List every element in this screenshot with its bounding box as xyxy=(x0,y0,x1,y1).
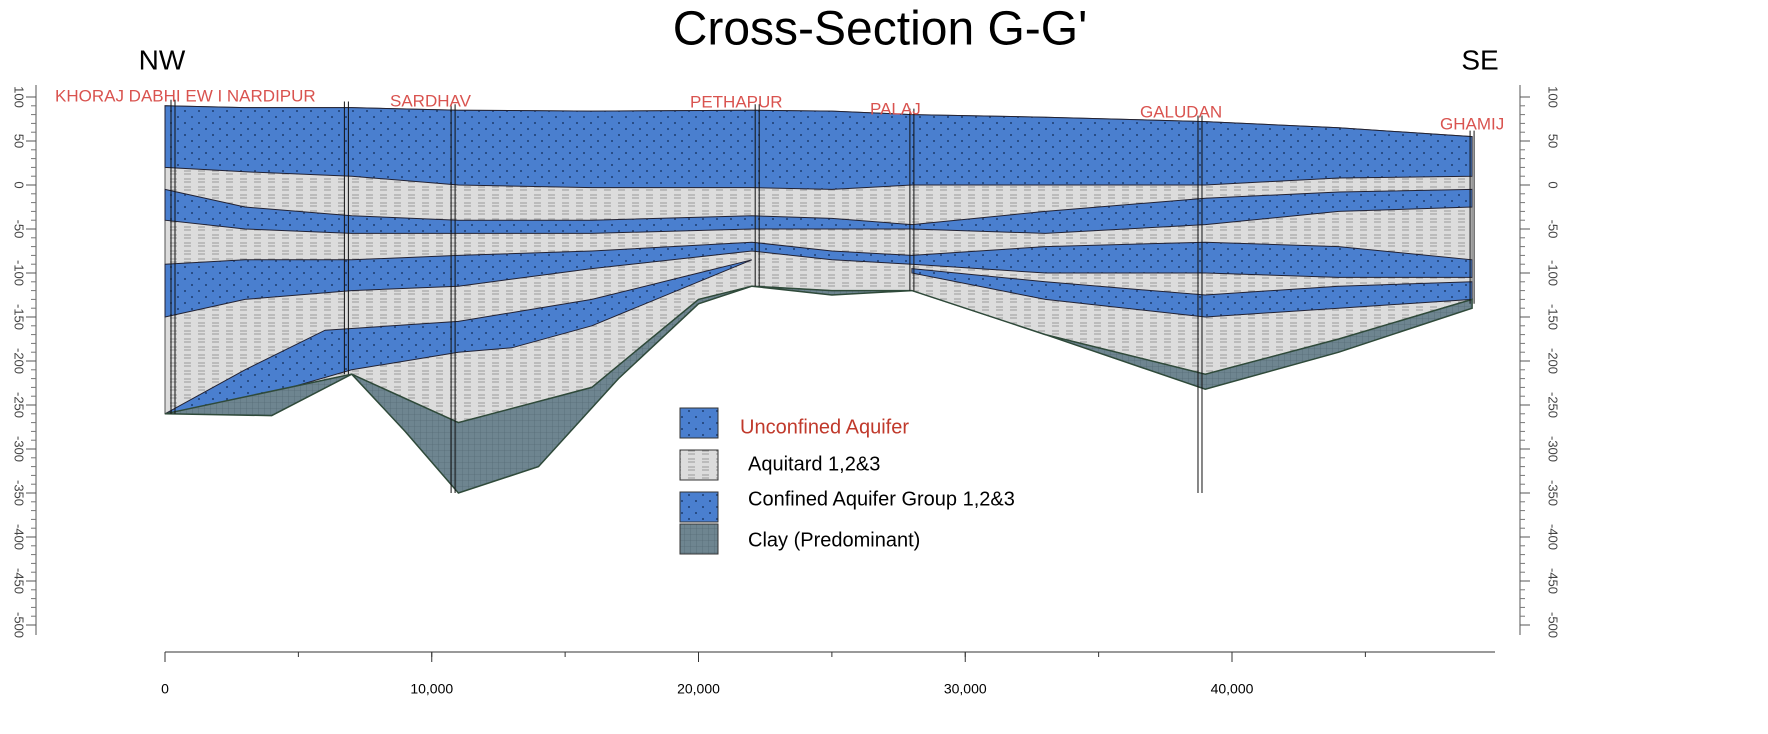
confined-aquifer xyxy=(164,188,1473,234)
y-tick-label: -500 xyxy=(12,612,27,638)
x-tick-label: 10,000 xyxy=(410,681,453,697)
title: Cross-Section G-G' xyxy=(673,3,1088,56)
direction-se: SE xyxy=(1461,44,1498,75)
well-label: GALUDAN xyxy=(1140,102,1222,121)
y-tick-label: -300 xyxy=(1546,436,1561,462)
y-tick-label: 0 xyxy=(12,181,27,188)
y-tick-label: -400 xyxy=(1546,524,1561,550)
well-label: PETHAPUR xyxy=(690,92,783,111)
confined-aquifer xyxy=(164,259,753,415)
y-tick-label: -350 xyxy=(1546,480,1561,506)
legend-label: Confined Aquifer Group 1,2&3 xyxy=(748,488,1015,510)
legend-swatch xyxy=(679,491,719,523)
y-tick-label: -250 xyxy=(1546,392,1561,418)
y-tick-label: -500 xyxy=(1546,612,1561,638)
x-tick-label: 20,000 xyxy=(677,681,720,697)
axes: 100 50 0 -50 -100 -150 -200 -250 -300 -350 -400 -45… xyxy=(12,85,1561,697)
y-tick-label: -300 xyxy=(12,436,27,462)
y-tick-label: -100 xyxy=(12,260,27,286)
y-tick-label: -250 xyxy=(12,392,27,418)
y-tick-label: -50 xyxy=(1546,220,1561,239)
legend: Unconfined Aquifer Aquitard 1,2&3 Confin… xyxy=(679,407,1015,555)
y-tick-label: -100 xyxy=(1546,260,1561,286)
well-label: SARDHAV xyxy=(390,91,472,110)
clay xyxy=(164,285,1473,494)
x-tick-label: 0 xyxy=(161,681,169,697)
confined-aquifer xyxy=(164,241,1473,318)
y-tick-label: -150 xyxy=(12,304,27,330)
y-tick-label: -350 xyxy=(12,480,27,506)
legend-swatch xyxy=(679,407,719,439)
legend-label: Clay (Predominant) xyxy=(748,529,920,551)
y-tick-label: -150 xyxy=(1546,304,1561,330)
legend-label: Unconfined Aquifer xyxy=(740,416,909,438)
unconfined-aquifer xyxy=(164,105,1473,190)
layers: KHORAJ DABHI EW I NARDIPUR SARDHAV PETHAPU… xyxy=(55,86,1504,494)
y-tick-label: -450 xyxy=(12,568,27,594)
legend-label: Aquitard 1,2&3 xyxy=(748,453,880,475)
y-tick-label: 50 xyxy=(12,134,27,148)
well-label: PALAJ xyxy=(870,99,921,118)
y-tick-label: -200 xyxy=(1546,348,1561,374)
legend-swatch xyxy=(679,523,719,555)
well-label: KHORAJ DABHI EW I NARDIPUR xyxy=(55,86,316,105)
y-tick-label: 50 xyxy=(1546,134,1561,148)
y-tick-label: -400 xyxy=(12,524,27,550)
y-tick-label: 100 xyxy=(1546,86,1561,108)
legend-swatch xyxy=(679,449,719,481)
well-label: GHAMIJ xyxy=(1440,114,1504,133)
y-tick-label: -450 xyxy=(1546,568,1561,594)
y-tick-label: 0 xyxy=(1546,181,1561,188)
x-tick-label: 40,000 xyxy=(1211,681,1254,697)
y-tick-label: -50 xyxy=(12,220,27,239)
y-tick-label: 100 xyxy=(12,86,27,108)
y-tick-label: -200 xyxy=(12,348,27,374)
x-tick-label: 30,000 xyxy=(944,681,987,697)
direction-nw: NW xyxy=(139,44,186,75)
